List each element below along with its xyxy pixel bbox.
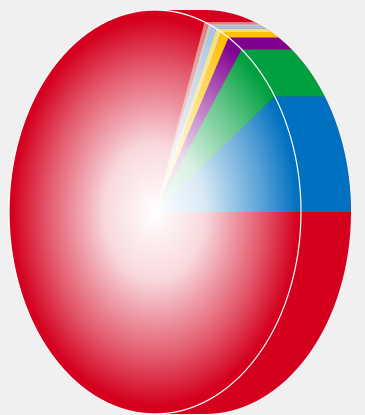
pie-depth-band	[216, 28, 272, 33]
pie-depth-band	[274, 96, 351, 212]
pie-depth-band	[208, 24, 263, 27]
pie-shine	[11, 18, 299, 406]
pie-depth-band	[204, 21, 259, 25]
pie-depth-band	[241, 49, 325, 97]
pie-face-layer	[9, 10, 301, 414]
pie-depth-band	[212, 26, 267, 29]
pie-depth-band	[221, 32, 279, 38]
pie-depth-band	[228, 37, 292, 50]
pie-face-outline	[8, 9, 302, 415]
